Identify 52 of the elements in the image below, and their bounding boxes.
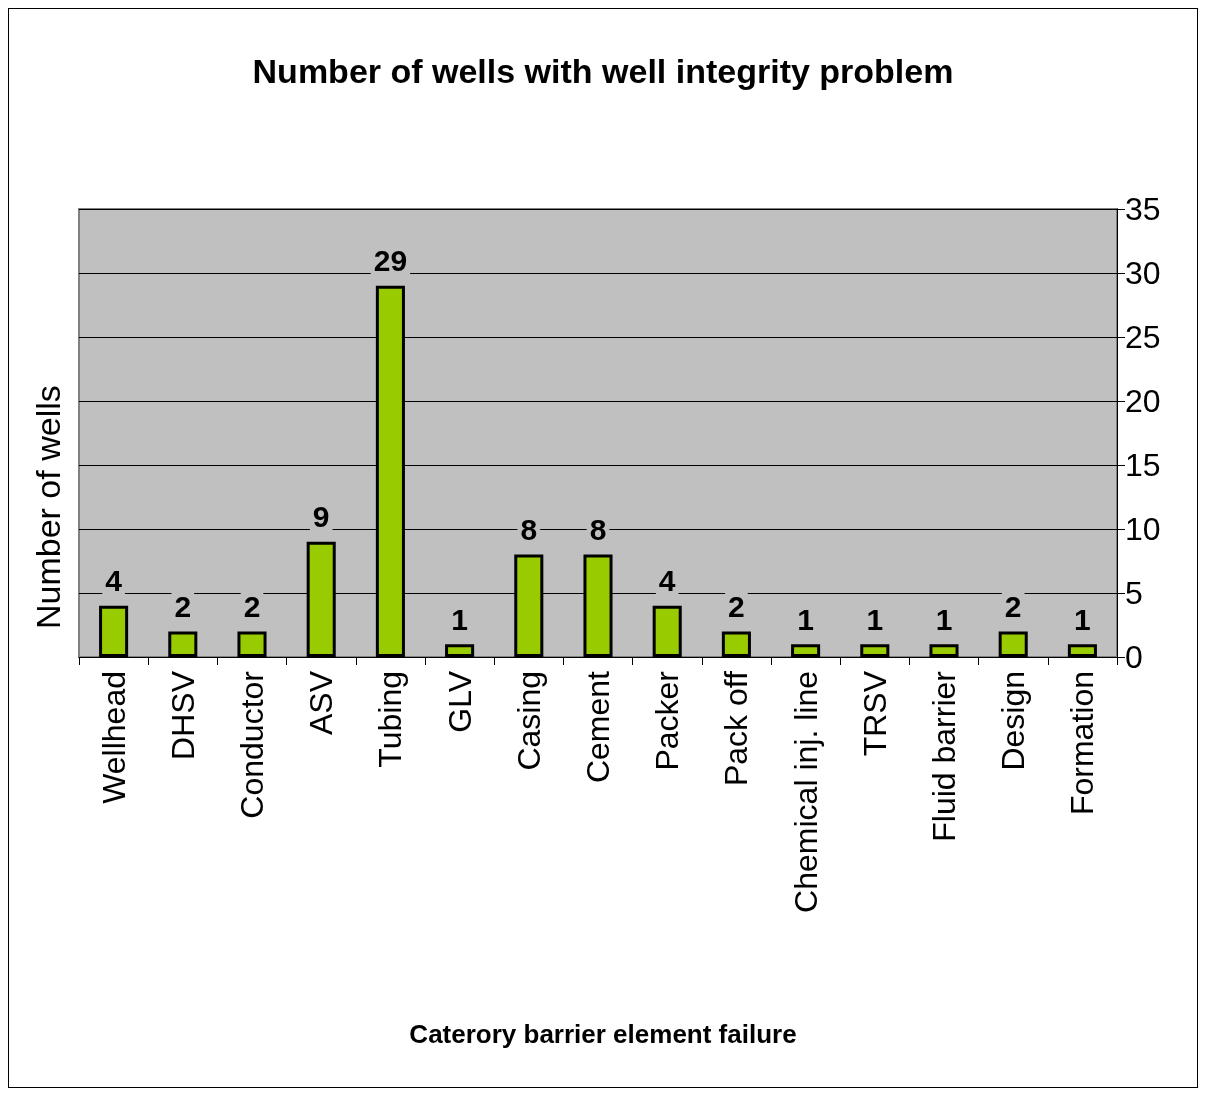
- x-tick-label: Packer: [649, 670, 686, 771]
- y-tick-label: 5: [1125, 575, 1143, 611]
- x-tick-label: Design: [995, 671, 1032, 771]
- x-tick-label: Casing: [510, 671, 547, 771]
- x-tick-label: Chemical inj. line: [787, 671, 824, 913]
- bar: [237, 631, 267, 657]
- data-label: 1: [866, 602, 884, 636]
- data-label: 2: [243, 589, 261, 623]
- bar: [652, 605, 682, 657]
- data-label: 8: [520, 513, 538, 547]
- data-label: 1: [935, 602, 953, 636]
- y-tick-label: 15: [1125, 447, 1161, 483]
- data-label: 9: [312, 500, 330, 534]
- y-axis-title: Number of wells: [29, 385, 67, 629]
- data-label: 2: [174, 589, 192, 623]
- x-tick-label: Tubing: [372, 671, 409, 768]
- data-label: 1: [1074, 602, 1091, 636]
- bar: [445, 644, 475, 657]
- data-label: 1: [451, 602, 468, 636]
- x-tick-label: Fluid barrier: [926, 670, 962, 842]
- x-tick-label: Pack off: [718, 670, 755, 787]
- x-tick-label: Formation: [1064, 671, 1101, 816]
- bar: [791, 644, 821, 657]
- data-label: 4: [105, 564, 123, 598]
- bar: [860, 644, 890, 657]
- y-tick-label: 0: [1125, 639, 1143, 675]
- bar: [929, 644, 959, 657]
- data-label: 2: [1004, 589, 1022, 623]
- x-tick-label: Conductor: [234, 670, 270, 819]
- chart-title: Number of wells with well integrity problem: [252, 52, 954, 90]
- x-tick-label: GLV: [441, 670, 478, 733]
- y-tick-label: 20: [1125, 383, 1161, 419]
- y-tick-label: 10: [1125, 511, 1161, 547]
- x-tick-label: ASV: [303, 670, 340, 736]
- x-tick-label: DHSV: [164, 670, 201, 760]
- y-tick-label: 35: [1125, 191, 1161, 227]
- x-tick-label: Cement: [580, 670, 616, 784]
- bar: [721, 631, 751, 657]
- y-tick-label: 25: [1125, 319, 1161, 355]
- data-label: 8: [589, 513, 607, 547]
- data-label: 4: [658, 564, 676, 598]
- bar: [1067, 644, 1097, 657]
- data-label: 1: [797, 602, 814, 636]
- bar: [99, 605, 129, 657]
- bar: [168, 631, 198, 657]
- y-tick-label: 30: [1125, 255, 1161, 291]
- x-tick-label: TRSV: [856, 670, 893, 757]
- bar: [998, 631, 1028, 657]
- x-axis-title: Caterory barrier element failure: [409, 1019, 797, 1049]
- data-label: 29: [373, 244, 408, 278]
- x-tick-label: Wellhead: [95, 671, 132, 804]
- data-label: 2: [728, 589, 745, 623]
